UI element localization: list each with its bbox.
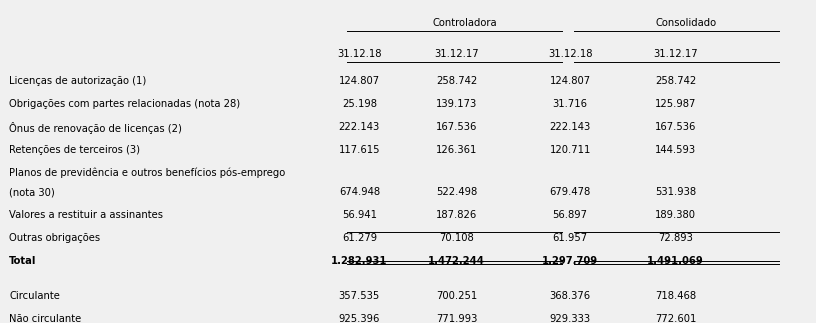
Text: Obrigações com partes relacionadas (nota 28): Obrigações com partes relacionadas (nota… [9,99,241,109]
Text: 125.987: 125.987 [654,99,696,109]
Text: 124.807: 124.807 [339,76,380,86]
Text: 258.742: 258.742 [654,76,696,86]
Text: Licenças de autorização (1): Licenças de autorização (1) [9,76,147,86]
Text: 72.893: 72.893 [658,233,693,243]
Text: 167.536: 167.536 [654,122,696,132]
Text: 61.957: 61.957 [552,233,588,243]
Text: Planos de previdência e outros benefícios pós-emprego: Planos de previdência e outros benefício… [9,167,286,178]
Text: 772.601: 772.601 [654,314,696,323]
Text: 1.472.244: 1.472.244 [428,256,485,266]
Text: Ônus de renovação de licenças (2): Ônus de renovação de licenças (2) [9,122,182,134]
Text: 674.948: 674.948 [339,187,380,197]
Text: Retenções de terceiros (3): Retenções de terceiros (3) [9,145,140,155]
Text: Consolidado: Consolidado [655,18,716,28]
Text: 258.742: 258.742 [436,76,477,86]
Text: 679.478: 679.478 [549,187,591,197]
Text: 222.143: 222.143 [339,122,380,132]
Text: 700.251: 700.251 [436,291,477,301]
Text: 531.938: 531.938 [655,187,696,197]
Text: 124.807: 124.807 [549,76,591,86]
Text: Valores a restituir a assinantes: Valores a restituir a assinantes [9,210,163,220]
Text: 1.282.931: 1.282.931 [331,256,388,266]
Text: 1.491.069: 1.491.069 [647,256,704,266]
Text: 126.361: 126.361 [436,145,477,155]
Text: 222.143: 222.143 [549,122,591,132]
Text: 56.897: 56.897 [552,210,588,220]
Text: 31.12.18: 31.12.18 [548,48,592,58]
Text: 925.396: 925.396 [339,314,380,323]
Text: 368.376: 368.376 [549,291,591,301]
Text: 31.12.17: 31.12.17 [434,48,479,58]
Text: 771.993: 771.993 [436,314,477,323]
Text: 522.498: 522.498 [436,187,477,197]
Text: 187.826: 187.826 [436,210,477,220]
Text: 120.711: 120.711 [549,145,591,155]
Text: 139.173: 139.173 [436,99,477,109]
Text: Não circulante: Não circulante [9,314,82,323]
Text: 61.279: 61.279 [342,233,377,243]
Text: 167.536: 167.536 [436,122,477,132]
Text: 25.198: 25.198 [342,99,377,109]
Text: 718.468: 718.468 [655,291,696,301]
Text: Outras obrigações: Outras obrigações [9,233,100,243]
Text: 144.593: 144.593 [655,145,696,155]
Text: 929.333: 929.333 [549,314,591,323]
Text: Controladora: Controladora [432,18,497,28]
Text: 31.12.18: 31.12.18 [337,48,382,58]
Text: 70.108: 70.108 [439,233,474,243]
Text: 31.12.17: 31.12.17 [653,48,698,58]
Text: Circulante: Circulante [9,291,60,301]
Text: 189.380: 189.380 [655,210,696,220]
Text: (nota 30): (nota 30) [9,187,55,197]
Text: Total: Total [9,256,37,266]
Text: 1.297.709: 1.297.709 [542,256,598,266]
Text: 357.535: 357.535 [339,291,380,301]
Text: 31.716: 31.716 [552,99,588,109]
Text: 117.615: 117.615 [339,145,380,155]
Text: 56.941: 56.941 [342,210,377,220]
